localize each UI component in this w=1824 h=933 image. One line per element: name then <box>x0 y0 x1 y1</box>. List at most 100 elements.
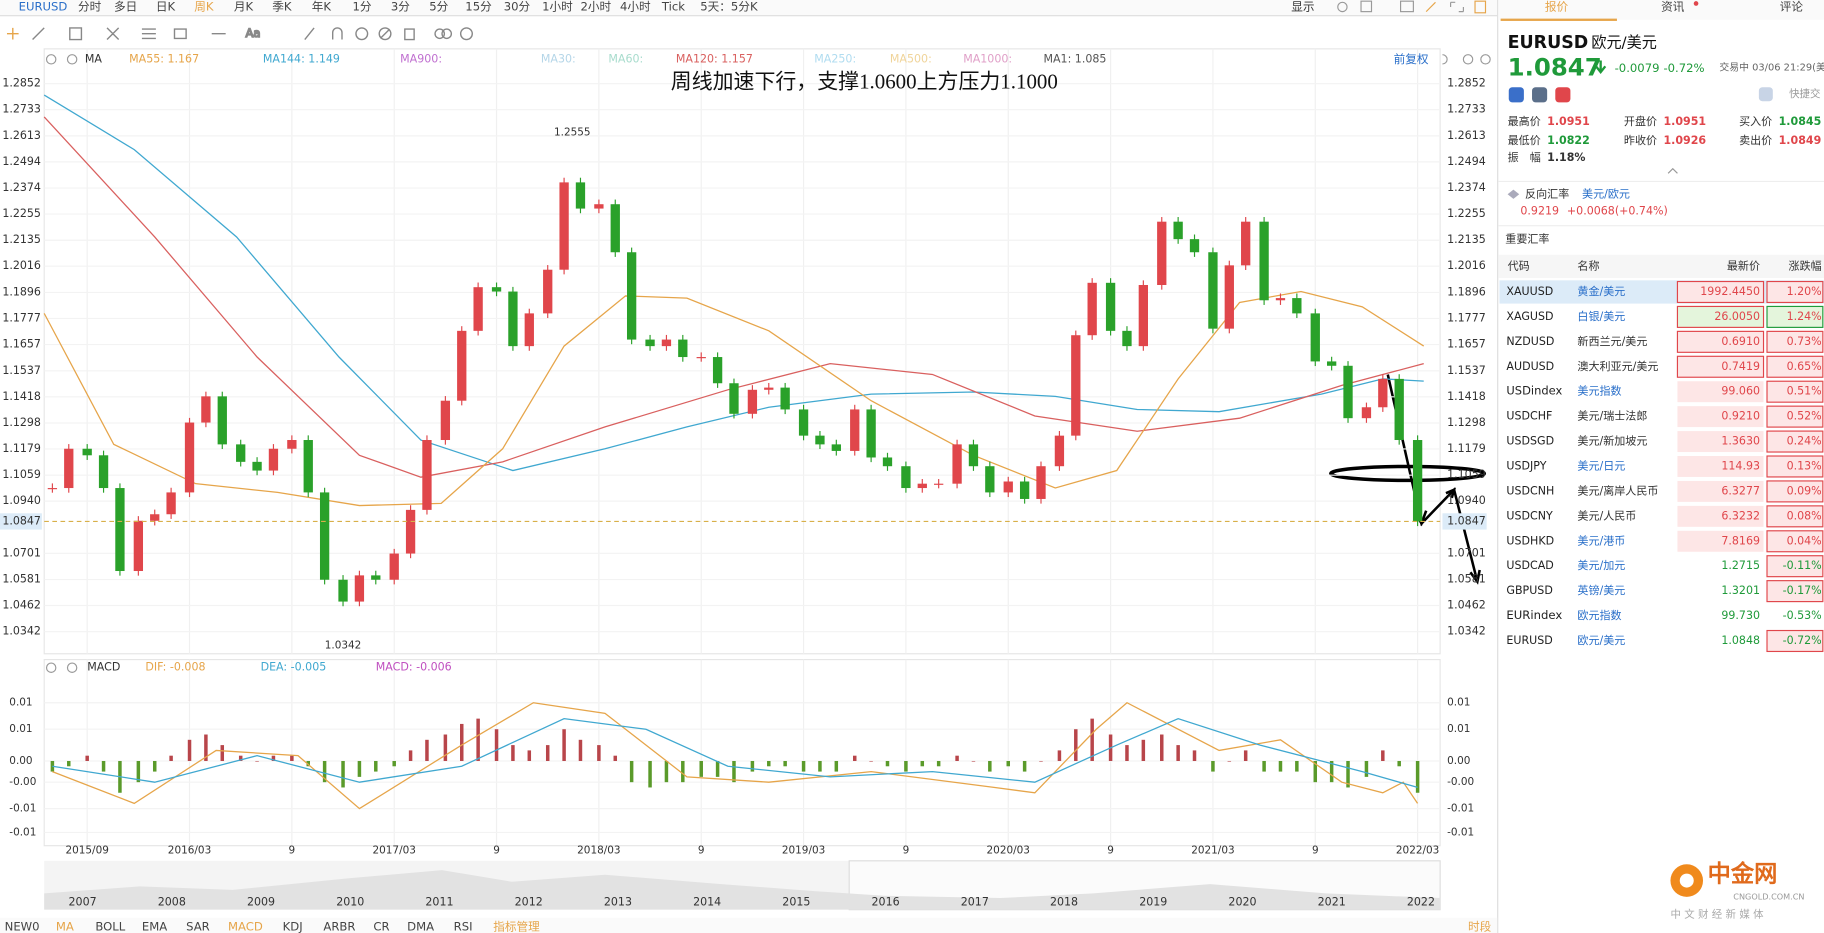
legend-entry[interactable]: MA1000: <box>963 52 1012 65</box>
rate-name[interactable]: 美元/日元 <box>1577 459 1625 472</box>
period-tab[interactable]: 15分 <box>465 0 492 13</box>
period-tab[interactable]: 周K <box>194 0 214 13</box>
camera-icon[interactable] <box>1399 0 1414 13</box>
legend-entry[interactable]: MA500: <box>890 52 932 65</box>
period-tab[interactable]: Tick <box>661 0 685 13</box>
legend-entry[interactable]: DIF: -0.008 <box>145 661 205 674</box>
candle <box>901 466 911 489</box>
close-icon[interactable] <box>66 54 78 65</box>
indicator-tab[interactable]: KDJ <box>283 920 303 933</box>
rate-name[interactable]: 欧元指数 <box>1577 608 1621 622</box>
reverse-pair[interactable]: 美元/欧元 <box>1582 187 1630 200</box>
close-icon[interactable] <box>66 662 78 673</box>
stat-label: 开盘价 <box>1624 114 1657 128</box>
indicator-tab[interactable]: BOLL <box>95 920 125 933</box>
period-tab[interactable]: 5天：5分K <box>700 0 758 13</box>
settings-icon[interactable] <box>1337 1 1348 13</box>
legend-entry[interactable]: MA144: 1.149 <box>263 52 340 65</box>
panel-tab[interactable]: 评论 <box>1780 0 1804 13</box>
panel-tab[interactable]: 资讯 <box>1661 0 1685 13</box>
tool-icon[interactable]: Aa <box>245 26 261 41</box>
indicator-tab[interactable]: MA <box>56 920 74 933</box>
icon-globe[interactable] <box>1508 87 1524 103</box>
period-tab[interactable]: 1小时 <box>542 0 573 13</box>
icon-alert[interactable] <box>1758 87 1773 102</box>
rate-name[interactable]: 澳大利亚元/美元 <box>1577 359 1658 373</box>
x-tick-label: 2018/03 <box>577 844 620 856</box>
rate-name[interactable]: 美元/瑞士法郎 <box>1577 409 1647 423</box>
minimize-icon[interactable] <box>1462 54 1474 65</box>
period-tab[interactable]: 日K <box>156 0 176 13</box>
icon-fav[interactable] <box>1555 87 1571 103</box>
legend-entry[interactable]: MA250: <box>814 52 856 65</box>
macd-bar <box>1278 760 1283 772</box>
candle <box>354 575 365 602</box>
period-tab[interactable]: 2小时 <box>580 0 611 13</box>
legend-entry[interactable]: MA900: <box>400 52 442 65</box>
legend-entry[interactable]: MA60: <box>608 52 643 65</box>
legend-entry[interactable]: MA30: <box>541 52 576 65</box>
period-tab[interactable]: 多日 <box>114 0 137 13</box>
period-tab[interactable]: 年K <box>312 0 332 13</box>
rate-name[interactable]: 黄金/美元 <box>1577 284 1625 298</box>
rate-name[interactable]: 美元/加元 <box>1577 559 1625 572</box>
indicator-tab[interactable]: MACD <box>228 920 263 933</box>
collapse-caret[interactable] <box>1667 167 1678 174</box>
settings-icon[interactable] <box>45 662 57 673</box>
macd-bar <box>101 760 106 772</box>
period-button[interactable]: 时段 <box>1468 920 1492 933</box>
fullscreen-icon[interactable] <box>1450 1 1464 13</box>
rate-name[interactable]: 美元/港币 <box>1577 534 1625 547</box>
reset-icon[interactable] <box>1442 54 1448 65</box>
indicator-tab[interactable]: CR <box>373 920 389 933</box>
rate-name[interactable]: 美元/人民币 <box>1577 509 1636 522</box>
x-tick-label: 2015/09 <box>65 844 108 856</box>
rate-name[interactable]: 美元/新加坡元 <box>1577 434 1647 448</box>
indicator-tab[interactable]: SAR <box>186 920 210 933</box>
panel-icon[interactable] <box>1474 0 1487 14</box>
panel-tab[interactable]: 报价 <box>1545 0 1569 13</box>
indicator-tab[interactable]: DMA <box>407 920 434 933</box>
candle <box>1412 440 1423 522</box>
legend-entry[interactable]: MA120: 1.157 <box>676 52 753 65</box>
indicator-tab[interactable]: NEW0 <box>5 920 40 933</box>
checkbox-icon[interactable] <box>1360 0 1373 13</box>
period-tab[interactable]: 分时 <box>78 0 102 13</box>
macd-bar <box>341 760 345 788</box>
rate-name[interactable]: 美元/离岸人民币 <box>1577 483 1658 497</box>
display-menu[interactable]: 显示 <box>1291 0 1314 13</box>
legend-entry[interactable]: MA55: 1.167 <box>129 52 199 65</box>
navigator-year: 2015 <box>782 896 810 909</box>
rate-name[interactable]: 美元指数 <box>1577 384 1621 398</box>
legend-entry[interactable]: MA1: 1.085 <box>1043 52 1106 65</box>
legend-entry[interactable]: MACD: -0.006 <box>376 661 452 674</box>
tool-icon[interactable] <box>32 27 473 41</box>
macd-bar <box>1125 745 1129 761</box>
rate-name[interactable]: 白银/美元 <box>1577 309 1625 323</box>
period-tab[interactable]: 1分 <box>352 0 371 13</box>
indicator-tab[interactable]: EMA <box>142 920 167 933</box>
period-tab[interactable]: 5分 <box>429 0 448 13</box>
indicator-tab[interactable]: RSI <box>454 920 473 933</box>
indicator-tab[interactable]: ARBR <box>323 920 355 933</box>
icon-doc[interactable] <box>1532 87 1548 103</box>
pen-icon[interactable] <box>1425 1 1436 13</box>
period-tab[interactable]: 月K <box>234 0 254 13</box>
rate-name[interactable]: 欧元/美元 <box>1577 634 1625 647</box>
indicator-manage[interactable]: 指标管理 <box>493 920 540 933</box>
period-tab[interactable]: 季K <box>272 0 292 13</box>
adjust-label[interactable]: 前复权 <box>1394 52 1429 66</box>
settings-icon[interactable] <box>45 54 57 65</box>
tool-icon[interactable] <box>6 27 19 40</box>
symbol-tab[interactable]: EURUSD <box>19 0 68 13</box>
legend-entry[interactable]: DEA: -0.005 <box>261 661 327 674</box>
y-tick-label: 1.2852 <box>2 77 41 90</box>
quick-trade[interactable]: 快捷交 <box>1789 87 1820 100</box>
maximize-icon[interactable] <box>1480 54 1491 65</box>
macd-bar <box>1176 745 1180 761</box>
period-tab[interactable]: 4小时 <box>620 0 651 13</box>
rate-name[interactable]: 新西兰元/美元 <box>1577 334 1647 348</box>
period-tab[interactable]: 3分 <box>391 0 410 13</box>
rate-name[interactable]: 英镑/美元 <box>1577 583 1625 597</box>
period-tab[interactable]: 30分 <box>504 0 531 13</box>
